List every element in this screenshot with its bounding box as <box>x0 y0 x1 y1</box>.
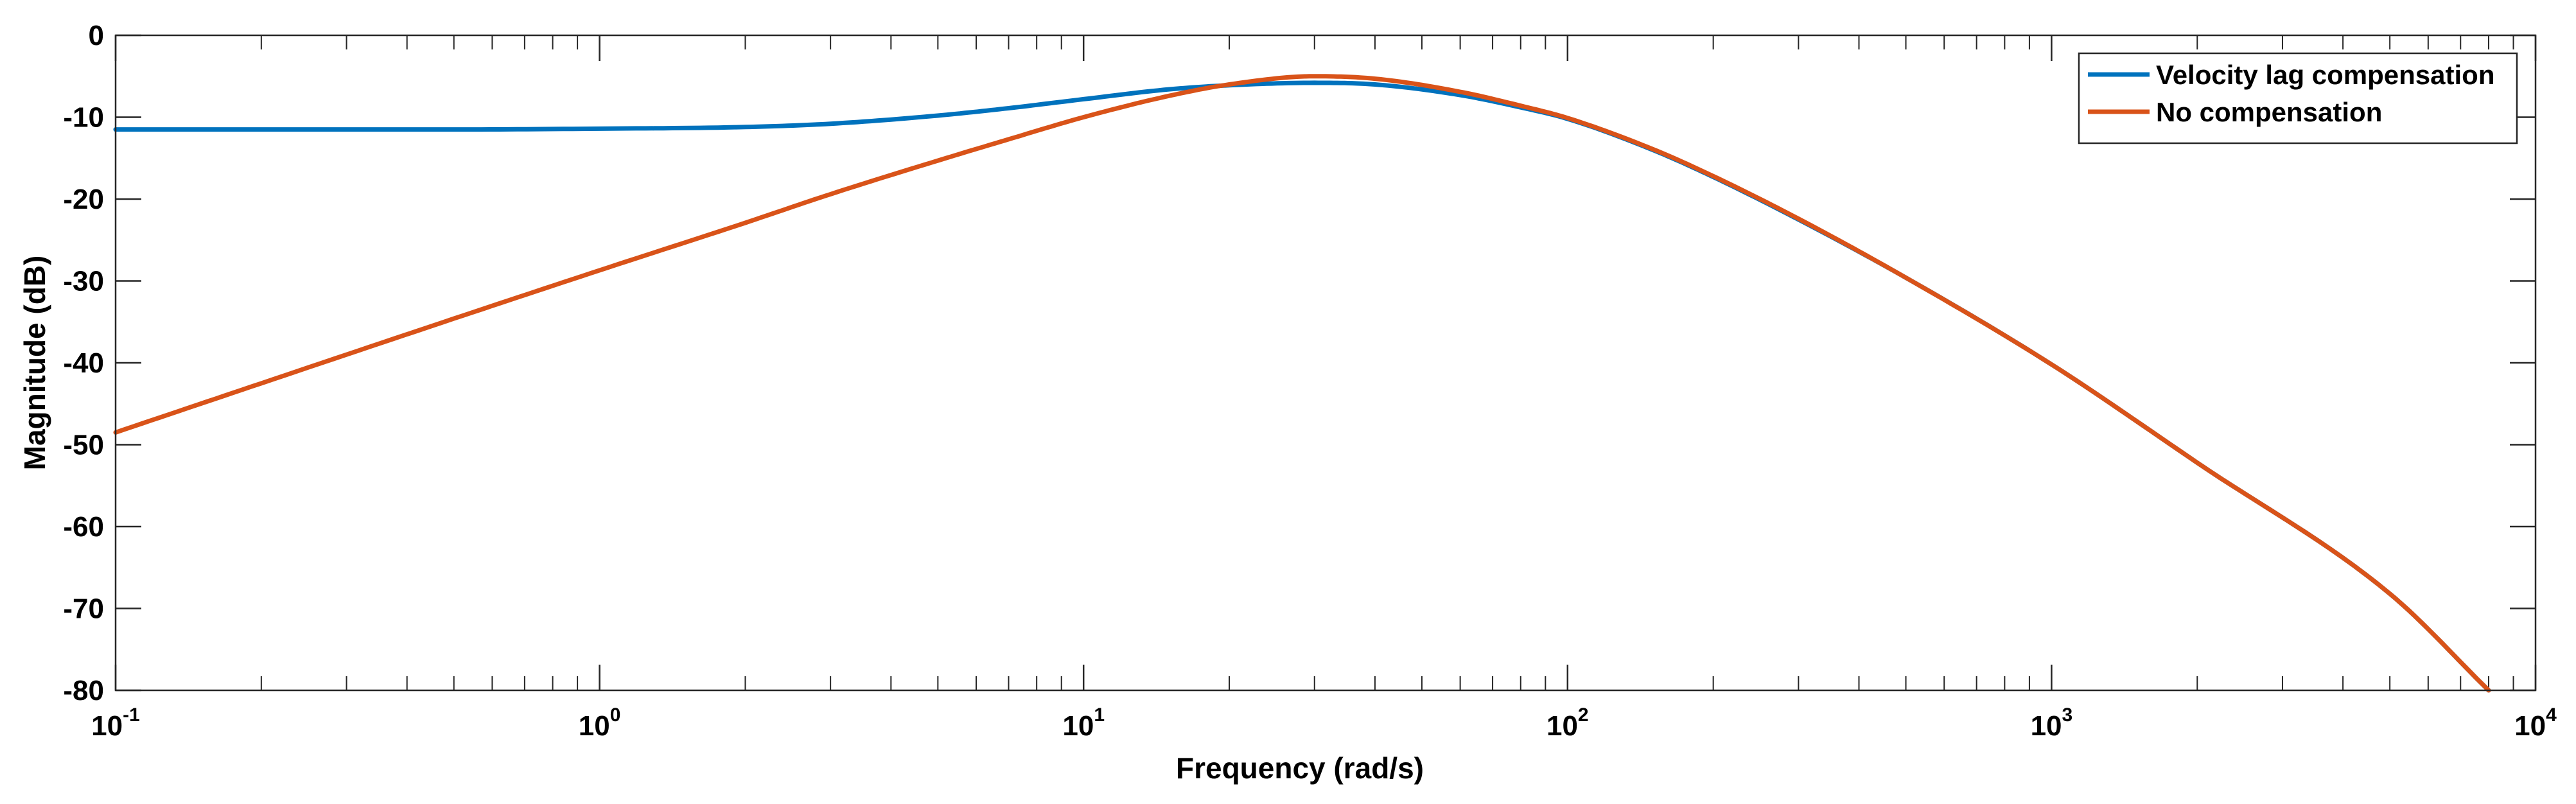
y-axis-label: Magnitude (dB) <box>18 256 51 471</box>
x-tick-label: 103 <box>2031 704 2073 742</box>
x-tick-exponent: 2 <box>1578 704 1589 726</box>
series-lines <box>113 74 2491 693</box>
y-tick-labels: 0 -10 -20 -30 -40 -50 -60 -70 -80 <box>63 20 104 706</box>
x-tick-base: 10 <box>2514 710 2546 742</box>
y-tick-label: -60 <box>63 511 104 543</box>
x-tick-base: 10 <box>91 710 123 742</box>
x-tick-exponent: 4 <box>2546 704 2557 726</box>
y-tick-label: -20 <box>63 184 104 215</box>
x-tick-label: 102 <box>1546 704 1589 742</box>
legend: Velocity lag compensation No compensation <box>2078 52 2518 144</box>
x-tick-exponent: 1 <box>1094 704 1105 726</box>
y-tick-label: -30 <box>63 266 104 297</box>
x-tick-label: 100 <box>579 704 621 742</box>
plot-frame <box>114 34 2537 692</box>
minor-ticks <box>260 35 2514 690</box>
x-axis-label: Frequency (rad/s) <box>1176 751 1424 785</box>
y-tick-label: -80 <box>63 675 104 706</box>
legend-box <box>2078 52 2518 144</box>
x-tick-exponent: 0 <box>610 704 621 726</box>
legend-label: No compensation <box>2156 97 2382 127</box>
x-tick-base: 10 <box>579 710 610 742</box>
y-tick-label: -70 <box>63 593 104 625</box>
y-tick-label: 0 <box>89 20 104 51</box>
legend-label: Velocity lag compensation <box>2156 60 2494 90</box>
x-tick-label: 101 <box>1062 704 1105 742</box>
y-tick-label: -10 <box>63 102 104 134</box>
x-tick-base: 10 <box>1062 710 1094 742</box>
x-tick-base: 10 <box>1546 710 1578 742</box>
x-tick-labels: 10-1 100 101 102 103 104 <box>91 704 2557 742</box>
y-tick-label: -50 <box>63 430 104 461</box>
x-tick-exponent: -1 <box>123 704 140 726</box>
x-tick-exponent: 3 <box>2062 704 2073 726</box>
x-tick-label: 104 <box>2514 704 2557 742</box>
series-line-2 <box>113 74 2491 693</box>
y-tick-label: -40 <box>63 347 104 379</box>
x-tick-base: 10 <box>2031 710 2062 742</box>
x-tick-label: 10-1 <box>91 704 140 742</box>
